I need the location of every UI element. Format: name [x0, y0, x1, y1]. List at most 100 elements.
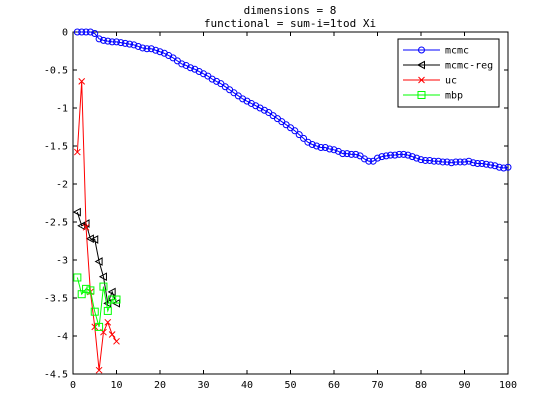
x-tick-label: 100 — [499, 380, 517, 391]
y-tick-label: -2.5 — [44, 218, 68, 229]
data-point — [326, 145, 334, 153]
series-line — [76, 277, 117, 328]
data-point — [347, 150, 355, 158]
data-point — [456, 158, 464, 166]
y-tick-label: -2 — [56, 180, 68, 191]
y-tick-label: -3.5 — [44, 294, 68, 305]
x-tick-label: 40 — [241, 380, 253, 391]
y-tick-label: 0 — [62, 28, 68, 39]
x-tick-label: 70 — [371, 380, 383, 391]
data-point — [99, 36, 107, 44]
data-point — [365, 157, 373, 165]
series-mbp — [73, 273, 121, 331]
data-point — [439, 158, 447, 166]
legend-item-mcmc-reg: mcmc-reg — [403, 61, 493, 72]
x-tick-label: 50 — [284, 380, 296, 391]
data-point — [408, 153, 416, 161]
data-point — [91, 30, 99, 38]
data-point — [130, 41, 138, 49]
data-point — [295, 131, 303, 139]
data-point — [77, 290, 86, 299]
data-point — [121, 39, 129, 47]
data-point — [387, 151, 395, 159]
data-point — [78, 78, 86, 85]
data-point — [90, 235, 99, 244]
data-point — [308, 140, 316, 148]
data-point — [416, 60, 425, 70]
data-point — [495, 163, 503, 171]
legend-item-mcmc: mcmc — [403, 46, 469, 57]
data-point — [107, 287, 116, 297]
legend-label: uc — [445, 76, 457, 87]
data-point — [491, 162, 499, 170]
data-point — [108, 38, 116, 46]
data-point — [426, 156, 434, 164]
data-point — [134, 42, 142, 50]
data-point — [321, 144, 329, 152]
y-tick-label: -4 — [56, 332, 68, 343]
data-point — [382, 152, 390, 160]
y-tick-label: -0.5 — [44, 66, 68, 77]
data-point — [156, 48, 164, 56]
x-tick-label: 10 — [110, 380, 122, 391]
data-point — [421, 156, 429, 164]
data-point — [143, 45, 151, 53]
data-point — [465, 157, 473, 165]
data-point — [461, 158, 468, 166]
chart-title-line-1: dimensions = 8 — [244, 4, 337, 17]
data-point — [418, 76, 425, 84]
series-mcmc — [73, 28, 512, 172]
legend-label: mcmc-reg — [445, 61, 493, 72]
chart-title-line-2: functional = sum-i=1tod Xi — [204, 17, 376, 30]
legend-item-mbp: mbp — [403, 91, 463, 102]
data-point — [417, 91, 426, 99]
data-point — [291, 127, 299, 135]
data-point — [147, 45, 155, 53]
data-point — [90, 307, 99, 316]
data-point — [339, 150, 347, 158]
data-point — [152, 46, 160, 54]
data-point — [330, 146, 338, 154]
series-layer — [72, 28, 512, 374]
data-point — [126, 40, 134, 48]
x-tick-label: 90 — [458, 380, 470, 391]
data-point — [374, 154, 381, 162]
data-point — [86, 28, 94, 36]
data-point — [108, 295, 117, 304]
data-point — [95, 366, 103, 374]
data-point — [117, 39, 125, 47]
y-tick-label: -4.5 — [44, 370, 68, 381]
data-point — [108, 331, 116, 338]
series-uc — [73, 78, 120, 374]
data-point — [73, 148, 81, 156]
x-tick-label: 20 — [154, 380, 166, 391]
data-point — [447, 159, 455, 167]
data-point — [395, 150, 403, 158]
data-point — [72, 207, 81, 217]
data-point — [352, 150, 360, 158]
data-point — [94, 257, 103, 266]
data-point — [139, 44, 147, 52]
y-tick-label: -3 — [56, 256, 68, 267]
data-point — [82, 28, 90, 36]
series-line — [76, 81, 117, 371]
data-point — [73, 28, 81, 36]
data-point — [95, 322, 104, 331]
x-tick-label: 30 — [197, 380, 209, 391]
data-point — [469, 159, 477, 167]
data-point — [418, 46, 425, 54]
data-point — [443, 158, 451, 166]
data-point — [413, 154, 421, 162]
data-point — [186, 64, 194, 72]
data-point — [113, 38, 120, 46]
data-point — [378, 153, 386, 161]
axes: 0 10 20 30 40 50 60 70 80 90 100 0 -0.5 -1 -1.5 -2 -2.5 -… — [44, 28, 517, 392]
data-point — [113, 337, 120, 345]
data-point — [98, 272, 107, 282]
data-point — [78, 28, 86, 36]
data-point — [73, 273, 82, 282]
data-point — [103, 306, 112, 315]
legend: mcmc mcmc-reg uc mbp — [397, 38, 500, 108]
data-point — [430, 157, 438, 165]
data-point — [112, 295, 121, 304]
